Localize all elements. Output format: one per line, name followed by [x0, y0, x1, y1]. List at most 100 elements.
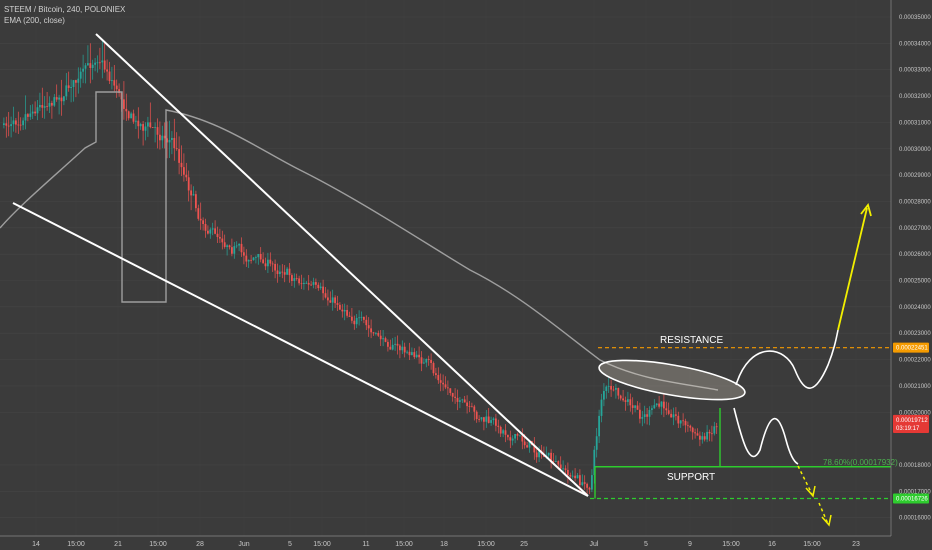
candle-body: [70, 86, 72, 88]
candle-body: [238, 243, 240, 246]
candle-body: [370, 328, 372, 333]
candle-body: [403, 346, 406, 353]
candle-body: [36, 107, 39, 114]
candle-body: [183, 167, 185, 175]
candle-body: [115, 85, 118, 90]
candle-body: [648, 409, 651, 417]
candle-body: [535, 452, 538, 458]
x-axis: 14 15:00 21 15:00 28 Jun 5 15:00 11 15:00 18 15:00 2…: [0, 535, 891, 548]
candle-body: [430, 359, 432, 364]
candle-body: [315, 282, 317, 285]
candle-body: [684, 420, 687, 426]
candle-body: [99, 62, 101, 64]
candle-body: [468, 406, 471, 407]
candle-body: [406, 351, 408, 353]
candle-body: [55, 97, 58, 100]
candle-body: [526, 445, 528, 448]
candle-body: [711, 433, 713, 435]
candle-body: [139, 124, 142, 127]
candle-body: [387, 341, 389, 347]
candle-body: [293, 278, 296, 281]
candle-body: [463, 399, 466, 403]
candle-body: [147, 122, 149, 127]
candle-body: [689, 425, 692, 428]
candle-body: [101, 60, 104, 63]
candle-body: [629, 399, 632, 406]
y-tick-label: 0.00028000: [899, 199, 931, 205]
candle-body: [46, 106, 48, 107]
candle-body: [204, 224, 207, 231]
candle-body: [492, 418, 495, 421]
candle-body: [79, 71, 82, 79]
candle-body: [288, 268, 291, 276]
candle-body: [63, 96, 65, 102]
projection-upper-curve: [735, 329, 839, 389]
candle-body: [384, 338, 387, 342]
candle-body: [303, 282, 305, 284]
symbol-title[interactable]: STEEM / Bitcoin, 240, POLONIEX: [4, 5, 126, 14]
y-tick-label: 0.00023000: [899, 331, 931, 337]
candle-body: [687, 425, 689, 427]
candle-body: [82, 68, 84, 72]
resistance-ellipse: [598, 359, 746, 401]
candle-body: [34, 111, 36, 114]
candle-body: [579, 475, 581, 486]
indicator-label[interactable]: EMA (200, close): [4, 16, 65, 25]
candle-body: [646, 414, 648, 417]
candle-body: [231, 247, 233, 254]
candle-body: [667, 410, 670, 414]
candle-body: [269, 259, 272, 264]
candle-body: [118, 89, 120, 93]
candle-body: [593, 449, 596, 476]
candle-body: [48, 102, 51, 107]
candle-body: [247, 259, 250, 262]
candle-body: [694, 432, 696, 434]
candle-body: [161, 135, 164, 141]
candle-body: [341, 309, 344, 312]
candle-body: [432, 363, 435, 374]
candle-body: [504, 430, 507, 435]
candle-body: [715, 426, 718, 428]
candle-body: [408, 351, 411, 356]
candle-body: [617, 387, 620, 396]
candle-body: [475, 411, 478, 420]
x-tick-label: 15:00: [67, 541, 85, 548]
candle-body: [240, 243, 243, 253]
candle-body: [365, 319, 368, 326]
candle-body: [127, 111, 130, 119]
candle-body: [300, 283, 303, 285]
candle-body: [250, 259, 252, 261]
candle-body: [235, 245, 238, 247]
candle-body: [660, 401, 663, 407]
candles: [3, 40, 718, 496]
candle-body: [171, 137, 173, 140]
candle-body: [351, 316, 353, 321]
x-tick-label: Jun: [238, 541, 249, 548]
x-tick-label: 23: [852, 541, 860, 548]
y-tick-label: 0.00022000: [899, 358, 931, 364]
candle-body: [588, 487, 591, 490]
candle-body: [631, 405, 634, 408]
candle-body: [166, 138, 168, 143]
candle-body: [639, 409, 641, 419]
candle-body: [583, 482, 586, 484]
candle-body: [355, 317, 358, 325]
candle-body: [701, 436, 704, 440]
candle-body: [559, 464, 562, 469]
candle-body: [159, 134, 161, 141]
candle-body: [478, 419, 480, 420]
candle-body: [190, 190, 192, 196]
candle-body: [485, 416, 488, 422]
candle-body: [233, 246, 236, 254]
candle-body: [391, 344, 394, 350]
ema-line: [0, 91, 719, 391]
candle-body: [264, 263, 267, 267]
candle-body: [286, 268, 288, 275]
y-tick-label: 0.00030000: [899, 147, 931, 153]
candle-body: [307, 282, 310, 285]
candle-body: [327, 297, 329, 301]
price-tag-bg: [893, 423, 929, 434]
candle-body: [168, 139, 171, 143]
